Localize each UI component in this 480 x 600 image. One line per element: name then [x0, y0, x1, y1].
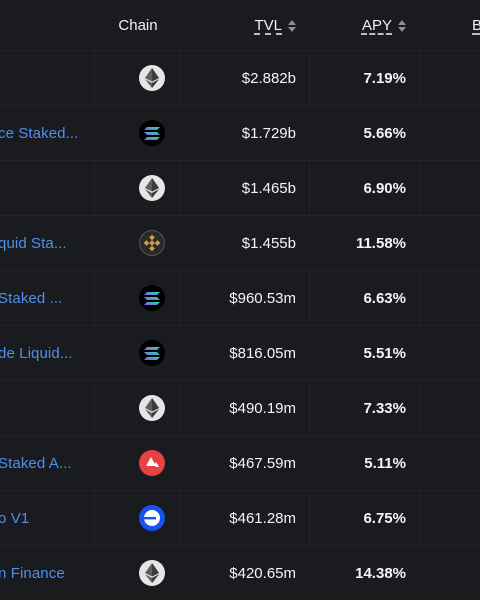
- pool-name-cell: ce Staked...: [0, 106, 92, 160]
- next-header[interactable]: B: [472, 0, 480, 50]
- apy-value: 11.58%: [355, 234, 406, 252]
- ethereum-icon: [139, 65, 165, 91]
- chain-header: Chain: [96, 0, 180, 50]
- apy-value: 6.90%: [363, 179, 406, 197]
- tvl-value: $1.729b: [241, 124, 296, 142]
- table-row[interactable]: ce Staked... $1.729b 5.66%: [0, 105, 480, 160]
- tvl-value: $461.28m: [229, 509, 296, 527]
- avalanche-icon: [139, 450, 165, 476]
- pool-name-cell: de Liquid...: [0, 326, 92, 380]
- sort-icon[interactable]: [288, 20, 296, 32]
- apy-value: 7.33%: [363, 399, 406, 417]
- table-header: Chain TVL APY B: [0, 0, 480, 50]
- apy-header[interactable]: APY: [362, 0, 406, 50]
- tvl-value: $2.882b: [241, 69, 296, 87]
- sort-icon[interactable]: [398, 20, 406, 32]
- table-row[interactable]: Staked ... $960.53m 6.63%: [0, 270, 480, 325]
- table-row[interactable]: $490.19m 7.33%: [0, 380, 480, 435]
- chain-cell: [96, 436, 208, 490]
- apy-value: 7.19%: [363, 69, 406, 87]
- table-row[interactable]: $1.465b 6.90%: [0, 160, 480, 215]
- column-divider: [420, 0, 421, 600]
- table-row[interactable]: $2.882b 7.19%: [0, 50, 480, 105]
- table-row[interactable]: n Finance $420.65m 14.38%: [0, 545, 480, 600]
- tvl-value: $816.05m: [229, 344, 296, 362]
- pool-name-cell: Staked A...: [0, 436, 92, 490]
- apy-value: 5.11%: [364, 454, 406, 472]
- tvl-value: $490.19m: [229, 399, 296, 417]
- pool-name-link[interactable]: n Finance: [0, 564, 65, 582]
- table-row[interactable]: o V1 $461.28m 6.75%: [0, 490, 480, 545]
- chain-cell: [96, 51, 208, 105]
- chain-cell: [96, 381, 208, 435]
- apy-value: 6.63%: [363, 289, 406, 307]
- apy-value: 14.38%: [355, 564, 406, 582]
- apy-value: 5.66%: [363, 124, 406, 142]
- column-divider: [94, 0, 95, 600]
- column-divider: [180, 0, 181, 600]
- pool-name-link[interactable]: quid Sta...: [0, 234, 67, 252]
- chain-cell: [96, 326, 208, 380]
- chain-cell: [96, 106, 208, 160]
- pool-name-cell: [0, 51, 92, 105]
- chain-cell: [96, 546, 208, 600]
- tvl-value: $420.65m: [229, 564, 296, 582]
- pool-name-link[interactable]: de Liquid...: [0, 344, 73, 362]
- pool-name-cell: o V1: [0, 491, 92, 545]
- column-divider: [309, 0, 310, 600]
- pool-name-cell: [0, 381, 92, 435]
- tvl-value: $467.59m: [229, 454, 296, 472]
- bnb-icon: [139, 230, 165, 256]
- chain-cell: [96, 161, 208, 215]
- chain-cell: [96, 216, 208, 270]
- solana-icon: [139, 120, 165, 146]
- solana-icon: [139, 285, 165, 311]
- pool-name-link[interactable]: ce Staked...: [0, 124, 79, 142]
- table-row[interactable]: de Liquid... $816.05m 5.51%: [0, 325, 480, 380]
- ethereum-icon: [139, 175, 165, 201]
- pool-name-cell: n Finance: [0, 546, 92, 600]
- base-icon: [139, 505, 165, 531]
- chain-cell: [96, 271, 208, 325]
- table-row[interactable]: quid Sta... $1.455b 11.58%: [0, 215, 480, 270]
- apy-value: 5.51%: [363, 344, 406, 362]
- chain-cell: [96, 491, 208, 545]
- apy-value: 6.75%: [363, 509, 406, 527]
- pool-name-cell: [0, 161, 92, 215]
- tvl-value: $1.455b: [241, 234, 296, 252]
- pool-name-cell: quid Sta...: [0, 216, 92, 270]
- apy-header-label[interactable]: APY: [361, 16, 392, 34]
- pool-name-link[interactable]: Staked ...: [0, 289, 63, 307]
- solana-icon: [139, 340, 165, 366]
- pool-name-cell: Staked ...: [0, 271, 92, 325]
- chain-header-label: Chain: [118, 16, 158, 34]
- ethereum-icon: [139, 560, 165, 586]
- ethereum-icon: [139, 395, 165, 421]
- pool-name-link[interactable]: o V1: [0, 509, 30, 527]
- pool-name-link[interactable]: Staked A...: [0, 454, 72, 472]
- tvl-value: $1.465b: [241, 179, 296, 197]
- tvl-header[interactable]: TVL: [254, 0, 296, 50]
- table-row[interactable]: Staked A... $467.59m 5.11%: [0, 435, 480, 490]
- tvl-value: $960.53m: [229, 289, 296, 307]
- tvl-header-label[interactable]: TVL: [254, 16, 282, 34]
- next-header-label[interactable]: B: [472, 16, 480, 34]
